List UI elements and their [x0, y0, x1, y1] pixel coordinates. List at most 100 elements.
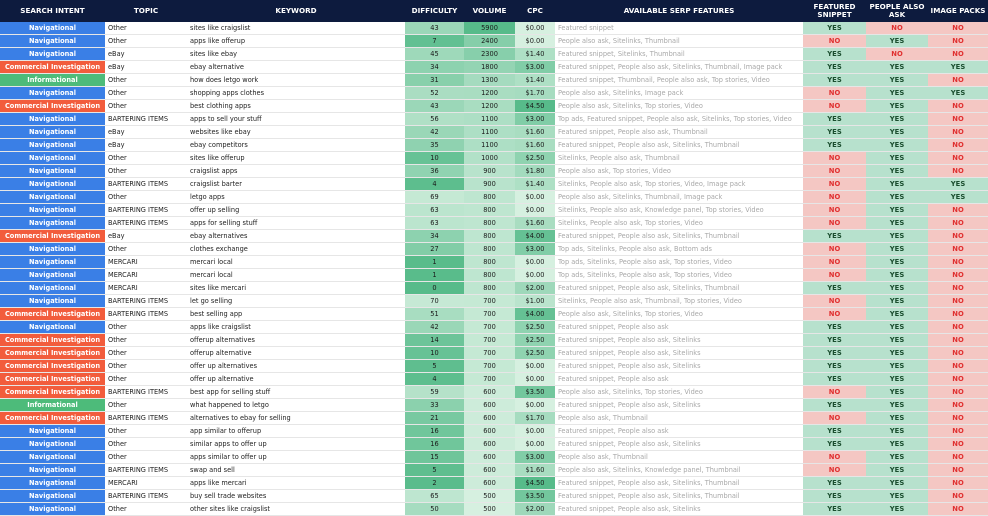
- featured-snippet-cell[interactable]: NO: [803, 203, 866, 217]
- people-also-ask-cell[interactable]: NO: [866, 22, 928, 35]
- people-also-ask-cell[interactable]: YES: [866, 424, 928, 438]
- image-packs-cell[interactable]: NO: [928, 372, 988, 386]
- featured-snippet-cell[interactable]: YES: [803, 22, 866, 35]
- table-row[interactable]: Informational Other how does letgo work 31 1…: [0, 73, 988, 87]
- topic-cell[interactable]: Other: [105, 372, 187, 386]
- featured-snippet-cell[interactable]: YES: [803, 437, 866, 451]
- table-row[interactable]: Navigational eBay sites like ebay 45 2300 $1.…: [0, 47, 988, 61]
- volume-cell[interactable]: 600: [464, 450, 515, 464]
- featured-snippet-cell[interactable]: NO: [803, 463, 866, 477]
- difficulty-cell[interactable]: 51: [405, 307, 464, 321]
- people-also-ask-cell[interactable]: YES: [866, 489, 928, 503]
- featured-snippet-cell[interactable]: NO: [803, 151, 866, 165]
- difficulty-cell[interactable]: 56: [405, 112, 464, 126]
- serp-features-cell[interactable]: People also ask, Sitelinks, Knowledge pa…: [555, 463, 803, 477]
- topic-cell[interactable]: Other: [105, 424, 187, 438]
- cpc-cell[interactable]: $0.00: [515, 437, 555, 451]
- keyword-cell[interactable]: ebay alternatives: [187, 229, 405, 243]
- intent-cell[interactable]: Commercial Investigation: [0, 333, 105, 347]
- image-packs-cell[interactable]: NO: [928, 307, 988, 321]
- serp-features-cell[interactable]: Sitelinks, People also ask, Knowledge pa…: [555, 203, 803, 217]
- topic-cell[interactable]: BARTERING ITEMS: [105, 411, 187, 425]
- image-packs-cell[interactable]: NO: [928, 320, 988, 334]
- difficulty-cell[interactable]: 0: [405, 281, 464, 295]
- intent-cell[interactable]: Navigational: [0, 463, 105, 477]
- featured-snippet-cell[interactable]: NO: [803, 242, 866, 256]
- serp-features-cell[interactable]: Featured snippet, People also ask, Sitel…: [555, 281, 803, 295]
- difficulty-cell[interactable]: 27: [405, 242, 464, 256]
- people-also-ask-cell[interactable]: YES: [866, 177, 928, 191]
- intent-cell[interactable]: Navigational: [0, 320, 105, 334]
- cpc-cell[interactable]: $0.00: [515, 268, 555, 282]
- topic-cell[interactable]: Other: [105, 450, 187, 464]
- keyword-cell[interactable]: offerup alternative: [187, 346, 405, 360]
- image-packs-cell[interactable]: YES: [928, 86, 988, 100]
- keyword-cell[interactable]: what happened to letgo: [187, 398, 405, 412]
- volume-cell[interactable]: 500: [464, 502, 515, 516]
- table-row[interactable]: Navigational MERCARI sites like mercari 0 80…: [0, 281, 988, 295]
- image-packs-cell[interactable]: NO: [928, 151, 988, 165]
- image-packs-cell[interactable]: NO: [928, 437, 988, 451]
- cpc-cell[interactable]: $0.00: [515, 190, 555, 204]
- keyword-cell[interactable]: alternatives to ebay for selling: [187, 411, 405, 425]
- cpc-cell[interactable]: $0.00: [515, 359, 555, 373]
- featured-snippet-cell[interactable]: YES: [803, 229, 866, 243]
- table-row[interactable]: Navigational Other similar apps to offer u…: [0, 437, 988, 451]
- featured-snippet-cell[interactable]: NO: [803, 216, 866, 230]
- image-packs-cell[interactable]: NO: [928, 112, 988, 126]
- featured-snippet-cell[interactable]: YES: [803, 125, 866, 139]
- keyword-cell[interactable]: offer up alternative: [187, 372, 405, 386]
- difficulty-cell[interactable]: 10: [405, 346, 464, 360]
- people-also-ask-cell[interactable]: YES: [866, 268, 928, 282]
- cpc-cell[interactable]: $0.00: [515, 424, 555, 438]
- serp-features-cell[interactable]: People also ask, Sitelinks, Top stories,…: [555, 307, 803, 321]
- volume-cell[interactable]: 1300: [464, 73, 515, 87]
- table-row[interactable]: Navigational BARTERING ITEMS apps to sell …: [0, 112, 988, 126]
- topic-cell[interactable]: Other: [105, 398, 187, 412]
- keyword-cell[interactable]: letgo apps: [187, 190, 405, 204]
- difficulty-cell[interactable]: 43: [405, 99, 464, 113]
- serp-features-cell[interactable]: Featured snippet, People also ask, Sitel…: [555, 229, 803, 243]
- table-row[interactable]: Navigational Other clothes exchange 27 800 $3…: [0, 242, 988, 256]
- serp-features-cell[interactable]: Featured snippet, People also ask, Sitel…: [555, 437, 803, 451]
- cpc-cell[interactable]: $1.80: [515, 164, 555, 178]
- difficulty-cell[interactable]: 5: [405, 359, 464, 373]
- table-row[interactable]: Commercial Investigation eBay ebay alterna…: [0, 60, 988, 74]
- topic-cell[interactable]: eBay: [105, 60, 187, 74]
- header-image-packs[interactable]: IMAGE PACKS: [928, 0, 988, 22]
- featured-snippet-cell[interactable]: YES: [803, 47, 866, 61]
- intent-cell[interactable]: Navigational: [0, 450, 105, 464]
- intent-cell[interactable]: Commercial Investigation: [0, 359, 105, 373]
- cpc-cell[interactable]: $2.00: [515, 281, 555, 295]
- topic-cell[interactable]: Other: [105, 164, 187, 178]
- cpc-cell[interactable]: $0.00: [515, 255, 555, 269]
- topic-cell[interactable]: eBay: [105, 138, 187, 152]
- difficulty-cell[interactable]: 4: [405, 372, 464, 386]
- image-packs-cell[interactable]: NO: [928, 281, 988, 295]
- serp-features-cell[interactable]: Top ads, Featured snippet, People also a…: [555, 112, 803, 126]
- difficulty-cell[interactable]: 42: [405, 320, 464, 334]
- volume-cell[interactable]: 900: [464, 177, 515, 191]
- people-also-ask-cell[interactable]: YES: [866, 34, 928, 48]
- cpc-cell[interactable]: $0.00: [515, 34, 555, 48]
- intent-cell[interactable]: Navigational: [0, 489, 105, 503]
- image-packs-cell[interactable]: NO: [928, 424, 988, 438]
- volume-cell[interactable]: 1000: [464, 151, 515, 165]
- featured-snippet-cell[interactable]: YES: [803, 476, 866, 490]
- people-also-ask-cell[interactable]: YES: [866, 242, 928, 256]
- featured-snippet-cell[interactable]: NO: [803, 99, 866, 113]
- difficulty-cell[interactable]: 1: [405, 255, 464, 269]
- people-also-ask-cell[interactable]: YES: [866, 333, 928, 347]
- difficulty-cell[interactable]: 63: [405, 216, 464, 230]
- header-volume[interactable]: VOLUME: [464, 0, 515, 22]
- table-row[interactable]: Commercial Investigation Other offerup alt…: [0, 346, 988, 360]
- header-search-intent[interactable]: SEARCH INTENT: [0, 0, 105, 22]
- people-also-ask-cell[interactable]: YES: [866, 86, 928, 100]
- serp-features-cell[interactable]: Featured snippet, People also ask, Sitel…: [555, 359, 803, 373]
- keyword-cell[interactable]: apps like mercari: [187, 476, 405, 490]
- difficulty-cell[interactable]: 35: [405, 138, 464, 152]
- difficulty-cell[interactable]: 21: [405, 411, 464, 425]
- serp-features-cell[interactable]: Featured snippet, People also ask, Thumb…: [555, 125, 803, 139]
- intent-cell[interactable]: Informational: [0, 398, 105, 412]
- serp-features-cell[interactable]: Featured snippet, People also ask, Sitel…: [555, 60, 803, 74]
